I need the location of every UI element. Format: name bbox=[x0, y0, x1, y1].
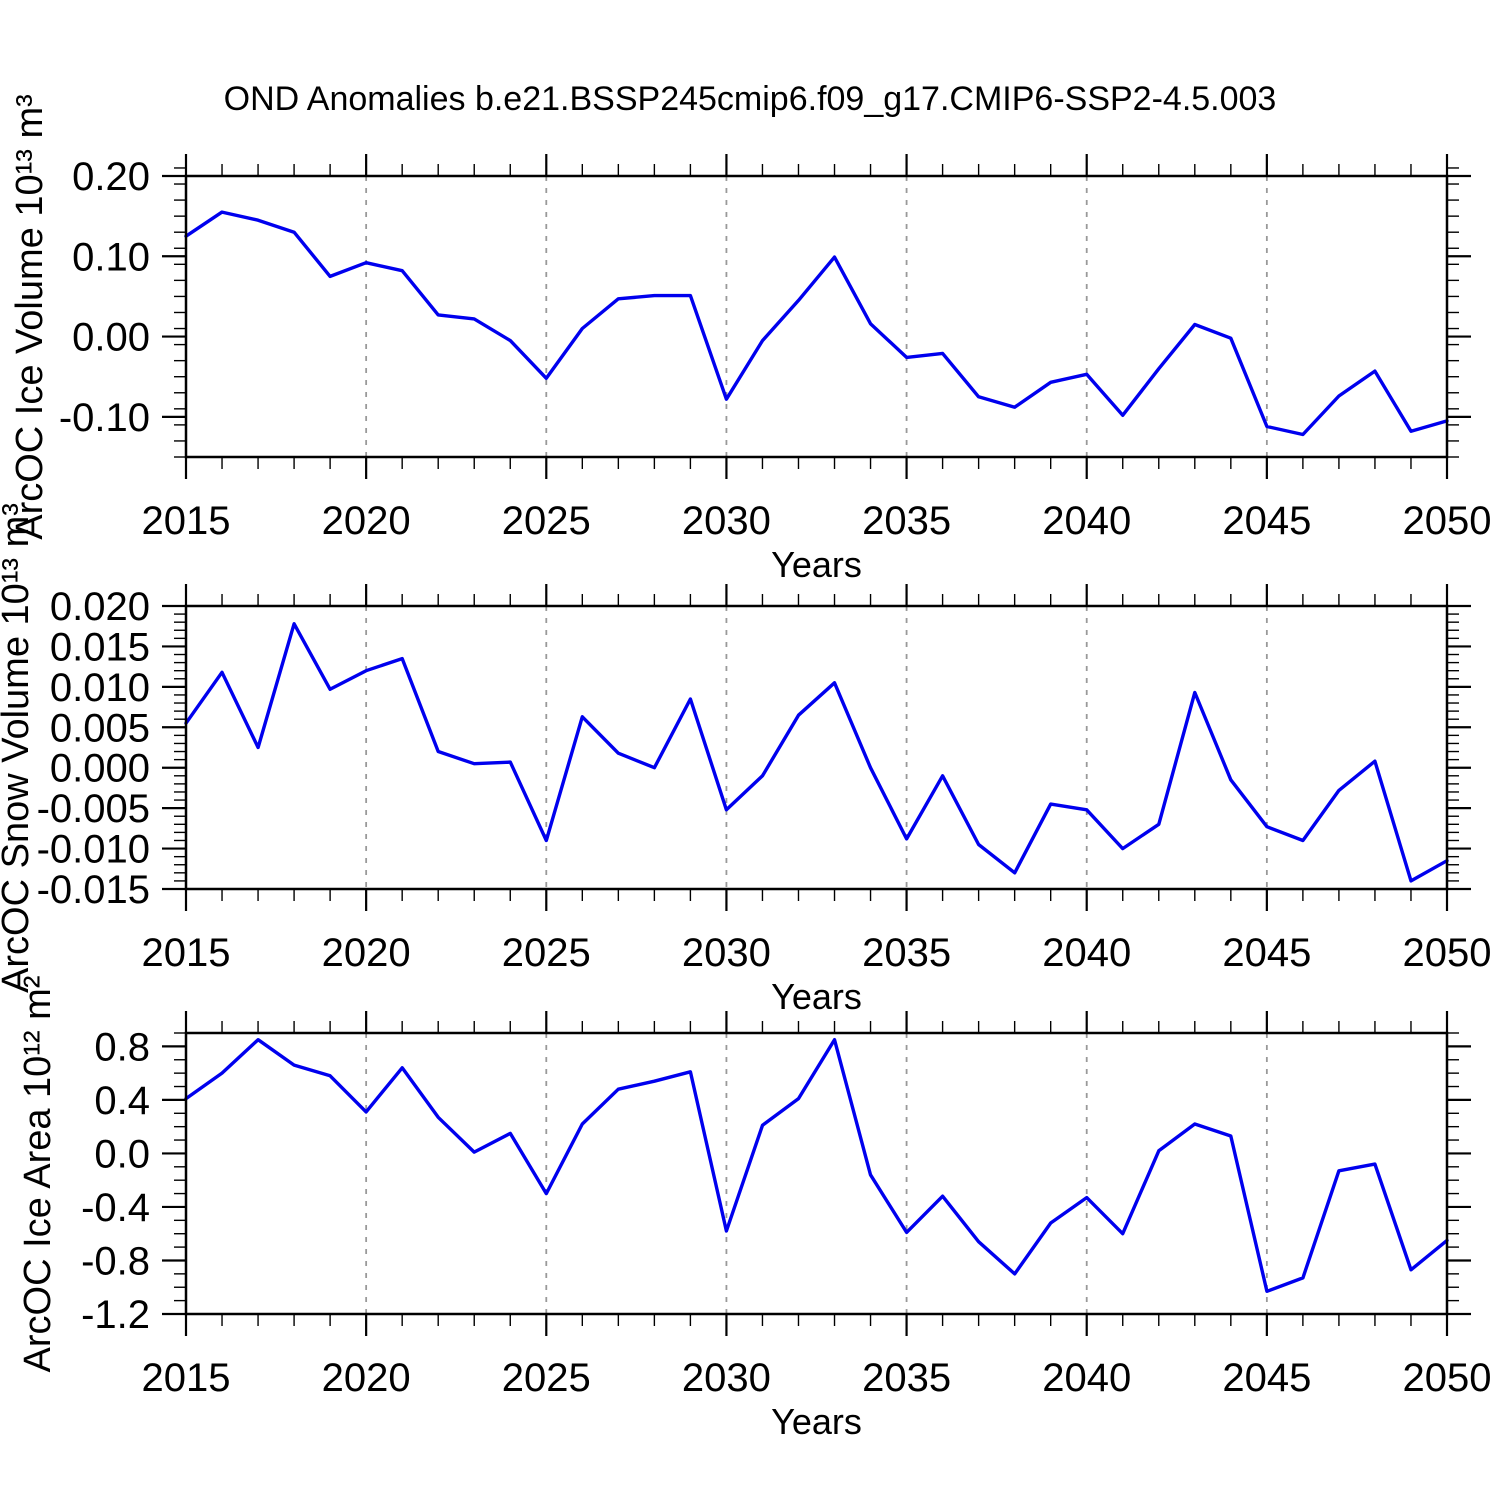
x-tick-label: 2035 bbox=[862, 499, 951, 543]
x-tick-label: 2015 bbox=[142, 499, 231, 543]
x-tick-label: 2015 bbox=[142, 931, 231, 975]
y-tick-label: -0.10 bbox=[59, 396, 150, 440]
x-tick-label: 2020 bbox=[322, 499, 411, 543]
x-tick-label: 2040 bbox=[1042, 931, 1131, 975]
y-tick-label: -1.2 bbox=[81, 1293, 150, 1337]
x-tick-label: 2030 bbox=[682, 1356, 771, 1400]
y-tick-label: -0.015 bbox=[37, 868, 150, 912]
y-tick-label: 0.010 bbox=[50, 666, 150, 710]
x-tick-label: 2040 bbox=[1042, 499, 1131, 543]
data-line bbox=[184, 210, 1449, 437]
x-tick-label: 2040 bbox=[1042, 1356, 1131, 1400]
x-tick-label: 2030 bbox=[682, 931, 771, 975]
x-tick-label: 2025 bbox=[502, 1356, 591, 1400]
plot-box bbox=[184, 174, 1449, 459]
data-line bbox=[184, 1037, 1449, 1294]
x-tick-label: 2020 bbox=[322, 1356, 411, 1400]
data-line bbox=[184, 622, 1449, 883]
y-tick-label: 0.020 bbox=[50, 585, 150, 629]
x-axis-title-years-bottom: Years bbox=[771, 1401, 862, 1442]
x-tick-label: 2035 bbox=[862, 1356, 951, 1400]
y-tick-label: 0.000 bbox=[50, 747, 150, 791]
x-axis-title-years-middle: Years bbox=[771, 976, 862, 1017]
x-tick-label: 2020 bbox=[322, 931, 411, 975]
y-tick-label: 0.005 bbox=[50, 706, 150, 750]
y-axis-title-ice-area: ArcOC Ice Area 10¹² m² bbox=[17, 975, 59, 1372]
x-tick-label: 2050 bbox=[1403, 931, 1492, 975]
x-tick-label: 2025 bbox=[502, 931, 591, 975]
y-tick-label: 0.015 bbox=[50, 625, 150, 669]
y-axis-title-snow-volume: ArcOC Snow Volume 10¹³ m³ bbox=[0, 502, 37, 993]
y-tick-label: 0.0 bbox=[94, 1132, 150, 1176]
y-tick-label: 0.00 bbox=[72, 316, 150, 360]
plot-box bbox=[184, 1031, 1449, 1316]
y-axis-title-ice-volume: ArcOC Ice Volume 10¹³ m³ bbox=[9, 93, 51, 540]
y-tick-label: -0.010 bbox=[37, 828, 150, 872]
x-tick-label: 2025 bbox=[502, 499, 591, 543]
x-tick-label: 2030 bbox=[682, 499, 771, 543]
x-tick-label: 2035 bbox=[862, 931, 951, 975]
plot-box bbox=[184, 604, 1449, 891]
x-tick-label: 2045 bbox=[1222, 499, 1311, 543]
y-tick-label: 0.4 bbox=[94, 1079, 150, 1123]
y-tick-label: 0.8 bbox=[94, 1025, 150, 1069]
x-tick-label: 2045 bbox=[1222, 931, 1311, 975]
x-axis-title-years-top: Years bbox=[771, 544, 862, 585]
y-tick-label: -0.005 bbox=[37, 787, 150, 831]
y-tick-label: 0.20 bbox=[72, 155, 150, 199]
x-tick-label: 2050 bbox=[1403, 1356, 1492, 1400]
y-tick-label: -0.4 bbox=[81, 1186, 150, 1230]
y-tick-label: -0.8 bbox=[81, 1239, 150, 1283]
y-tick-label: 0.10 bbox=[72, 235, 150, 279]
x-tick-label: 2045 bbox=[1222, 1356, 1311, 1400]
x-tick-label: 2050 bbox=[1403, 499, 1492, 543]
plot-title: OND Anomalies b.e21.BSSP245cmip6.f09_g17… bbox=[223, 80, 1277, 118]
x-tick-label: 2015 bbox=[142, 1356, 231, 1400]
